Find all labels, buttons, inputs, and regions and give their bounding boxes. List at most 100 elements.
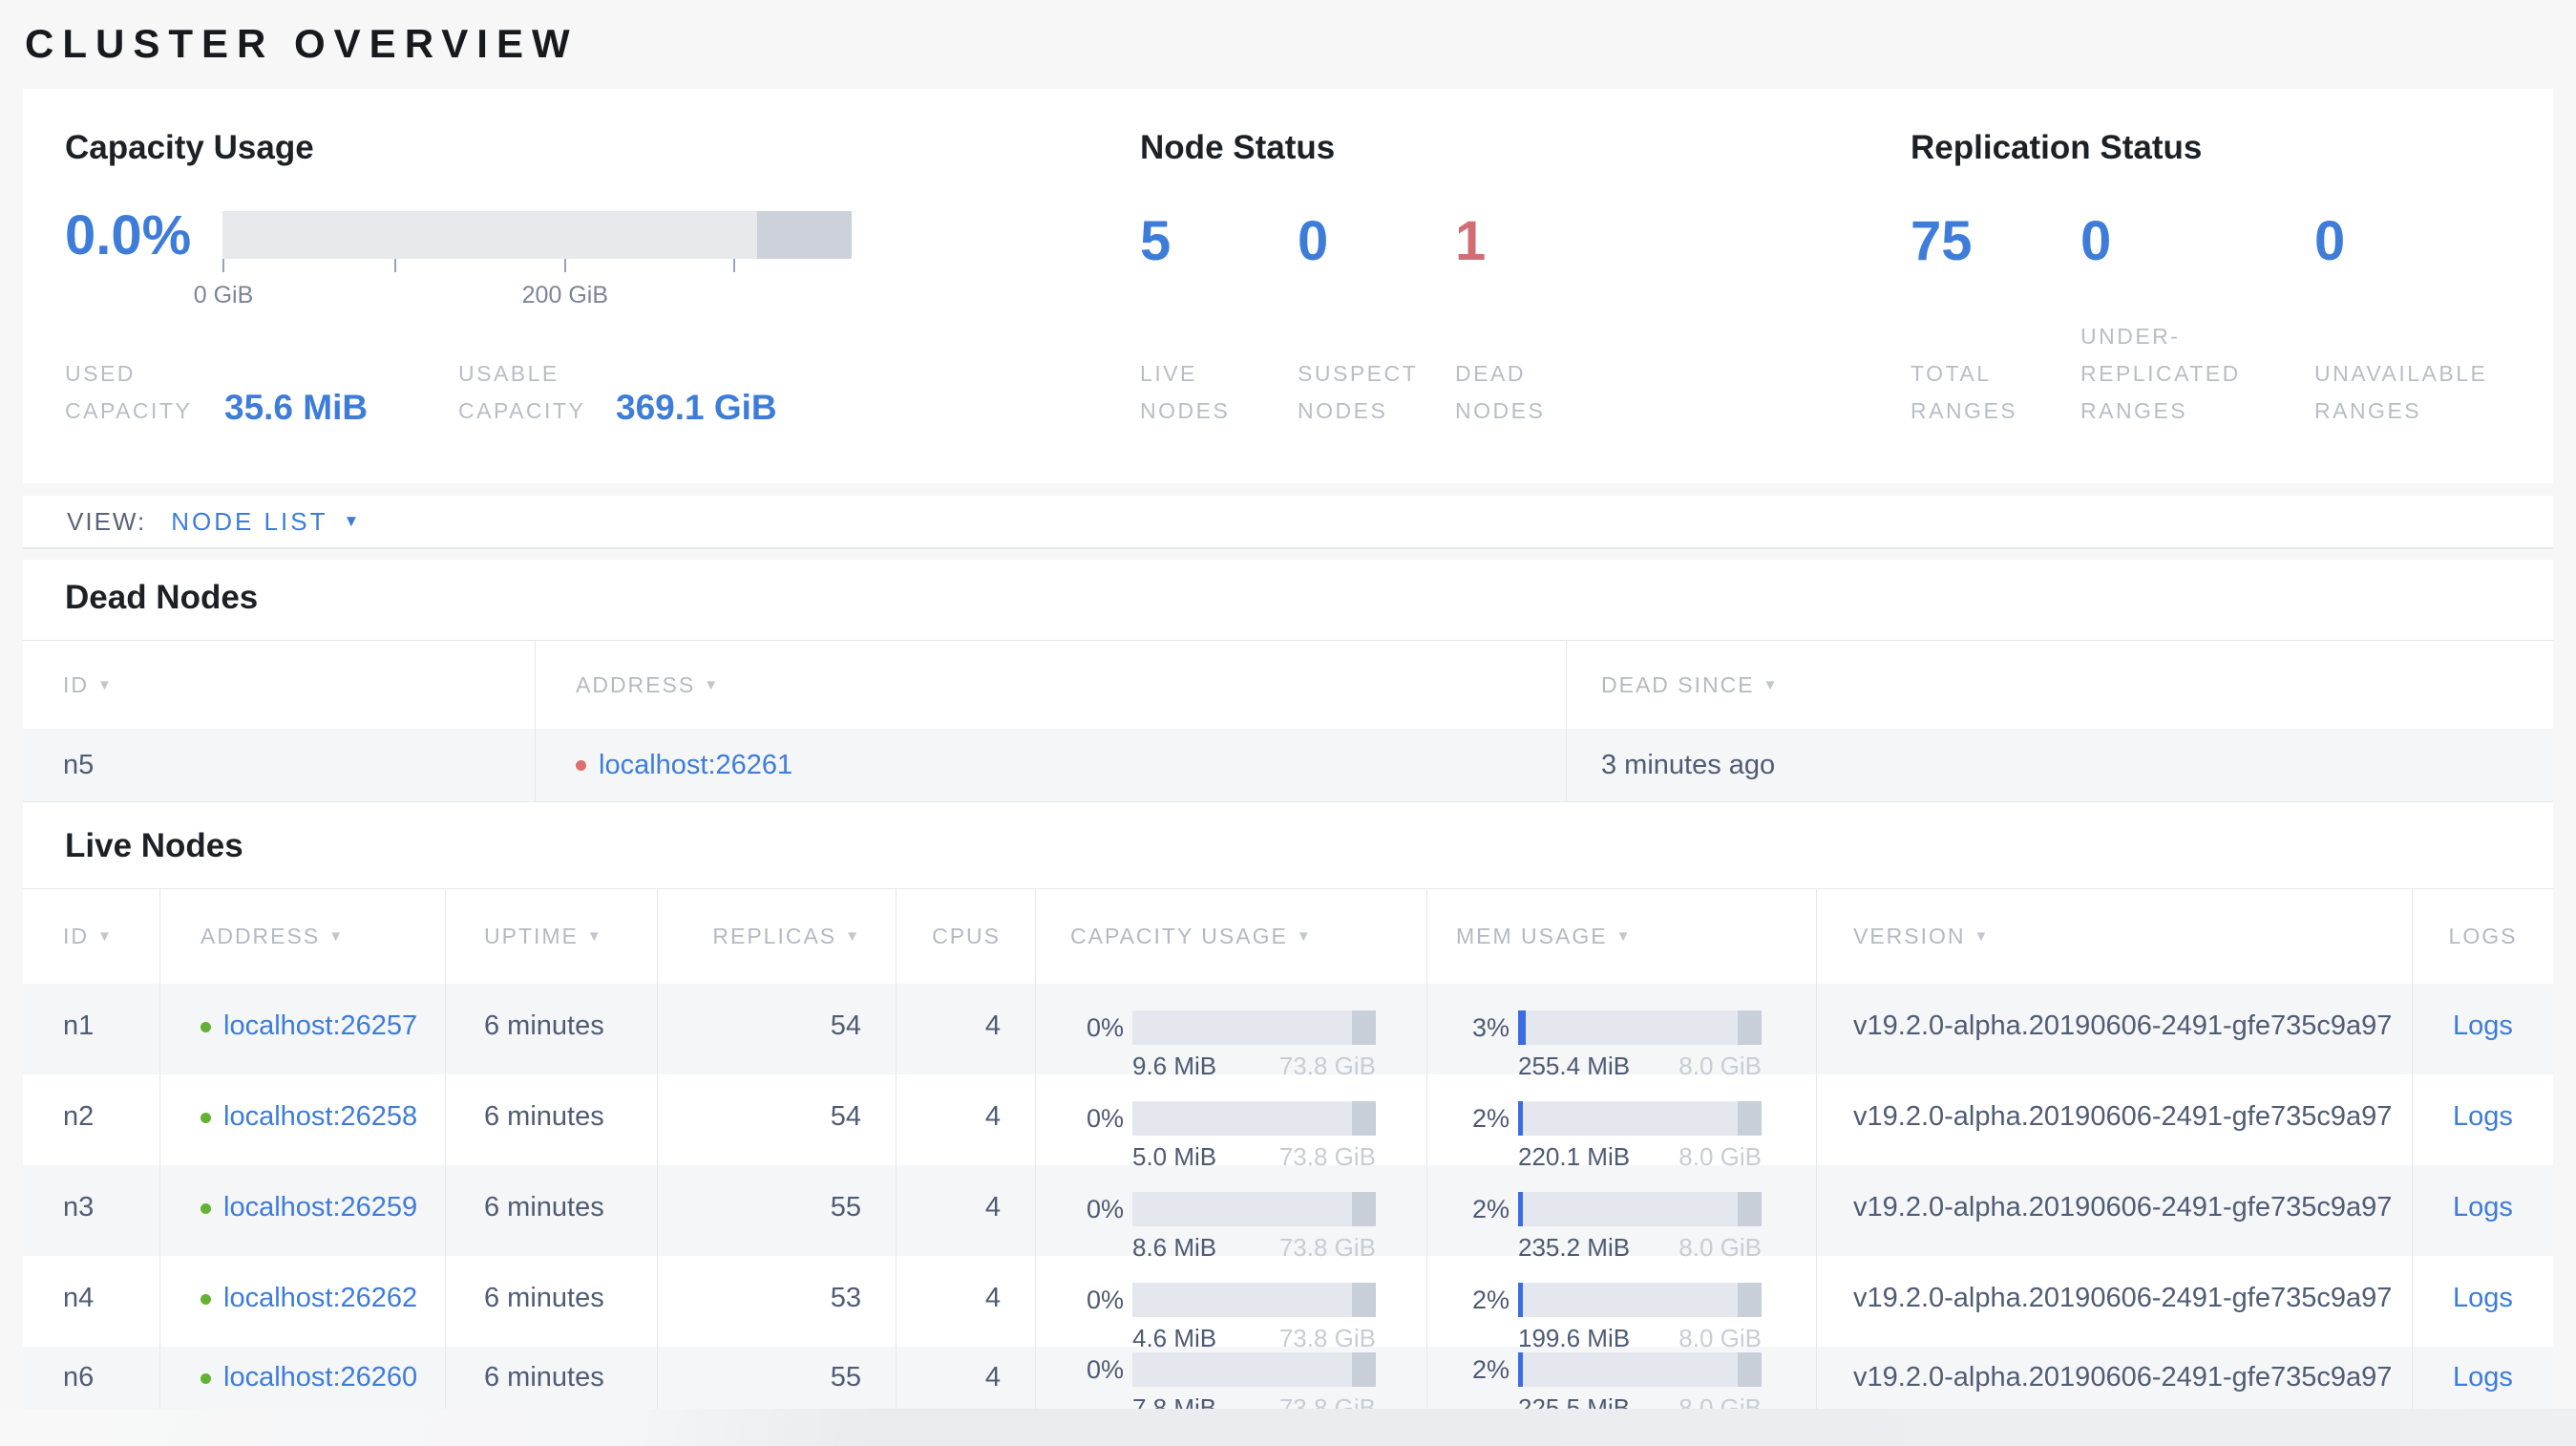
dead-col-header-id[interactable]: ID ▼	[63, 671, 114, 697]
used-capacity-value: 35.6 MiB	[224, 388, 369, 427]
live-nodes-metric: 5 LIVE NODES	[1140, 167, 1298, 430]
logs-link[interactable]: Logs	[2453, 1283, 2513, 1313]
usable-capacity-value: 369.1 GiB	[616, 388, 777, 427]
node-id: n4	[63, 1283, 95, 1313]
live-col-header-mem-usage[interactable]: MEM USAGE ▼	[1426, 889, 1816, 984]
capacity-usage-cell: 0% 7.8 MiB 73.8 GiB	[1035, 1347, 1426, 1422]
node-address-cell: localhost:26259	[159, 1165, 445, 1256]
live-status-dot-icon	[201, 1372, 211, 1384]
capacity-bar-other-segment	[757, 211, 852, 259]
node-cpus: 4	[896, 1165, 1035, 1256]
sort-arrow-icon: ▼	[328, 928, 346, 945]
unavailable-label: UNAVAILABLE RANGES	[2314, 361, 2488, 423]
capacity-usage-chart: 0 GiB 200 GiB	[194, 211, 852, 318]
under-replicated-label: UNDER-REPLICATED RANGES	[2080, 324, 2241, 423]
logs-cell: Logs	[2412, 1165, 2553, 1256]
live-col-header-version[interactable]: VERSION ▼	[1816, 889, 2412, 984]
chevron-down-icon: ▼	[343, 512, 360, 530]
live-nodes-count: 5	[1140, 210, 1172, 272]
node-address-link[interactable]: localhost:26262	[223, 1283, 418, 1313]
sort-arrow-icon: ▼	[1974, 928, 1991, 945]
table-row: n3 localhost:26259 6 minutes 55 4 0% 8.6…	[23, 1165, 2553, 1262]
view-dropdown[interactable]: NODE LIST ▼	[171, 507, 359, 537]
mem-mini-bar	[1518, 1352, 1762, 1387]
node-cpus: 4	[896, 1347, 1035, 1419]
live-col-header-capacity-usage[interactable]: CAPACITY USAGE ▼	[1035, 889, 1426, 984]
logs-link[interactable]: Logs	[2453, 1010, 2513, 1041]
axis-tick	[733, 259, 736, 272]
logs-link[interactable]: Logs	[2453, 1192, 2513, 1223]
logs-cell: Logs	[2412, 1074, 2553, 1165]
dead-nodes-table-header: ID ▼ ADDRESS ▼ DEAD SINCE ▼	[23, 640, 2553, 729]
node-address-cell: localhost:26262	[159, 1256, 445, 1347]
live-status-dot-icon	[201, 1021, 211, 1032]
nodes-tables-card: Dead Nodes ID ▼ ADDRESS ▼ DEAD SINCE ▼ n5 l…	[23, 560, 2553, 1422]
node-version: v19.2.0-alpha.20190606-2491-gfe735c9a97	[1816, 1074, 2412, 1165]
node-address-cell: localhost:26260	[159, 1347, 445, 1419]
live-col-header-address[interactable]: ADDRESS ▼	[159, 889, 445, 984]
capacity-mini-bar	[1132, 1192, 1376, 1226]
node-address-cell: localhost:26257	[159, 984, 445, 1074]
dead-nodes-count: 1	[1455, 210, 1487, 272]
live-col-header-id[interactable]: ID ▼	[63, 924, 114, 948]
capacity-percent-value: 0.0%	[65, 204, 192, 266]
live-status-dot-icon	[201, 1293, 211, 1305]
dead-nodes-heading: Dead Nodes	[65, 579, 259, 616]
axis-tick: 200 GiB	[522, 259, 608, 308]
sort-arrow-icon: ▼	[97, 676, 114, 693]
logs-cell: Logs	[2412, 1347, 2553, 1419]
capacity-usage-cell: 0% 5.0 MiB 73.8 GiB	[1035, 1074, 1426, 1171]
node-address-link[interactable]: localhost:26261	[599, 749, 793, 780]
logs-link[interactable]: Logs	[2453, 1362, 2513, 1393]
node-version: v19.2.0-alpha.20190606-2491-gfe735c9a97	[1816, 1256, 2412, 1347]
node-cpus: 4	[896, 1256, 1035, 1347]
live-col-header-uptime[interactable]: UPTIME ▼	[445, 889, 657, 984]
sort-arrow-icon: ▼	[586, 928, 603, 945]
sort-arrow-icon: ▼	[704, 676, 721, 693]
node-id: n1	[63, 1010, 95, 1041]
under-replicated-ranges-metric: 0 UNDER-REPLICATED RANGES	[2080, 167, 2314, 430]
node-cpus: 4	[896, 1074, 1035, 1165]
node-address-link[interactable]: localhost:26260	[223, 1362, 418, 1393]
mem-usage-cell: 2% 199.6 MiB 8.0 GiB	[1426, 1256, 1816, 1352]
mem-mini-bar	[1518, 1283, 1762, 1317]
node-address-link[interactable]: localhost:26257	[223, 1010, 418, 1041]
dead-col-header-dead-since[interactable]: DEAD SINCE ▼	[1566, 641, 2553, 729]
logs-cell: Logs	[2412, 984, 2553, 1074]
capacity-mini-bar	[1132, 1352, 1376, 1387]
mem-mini-bar	[1518, 1192, 1762, 1226]
capacity-usage-cell: 0% 4.6 MiB 73.8 GiB	[1035, 1256, 1426, 1352]
node-version: v19.2.0-alpha.20190606-2491-gfe735c9a97	[1816, 1347, 2412, 1419]
sort-arrow-icon: ▼	[845, 928, 861, 945]
node-replicas: 55	[657, 1347, 896, 1419]
used-capacity-label: USED CAPACITY	[65, 361, 193, 423]
table-row: n6 localhost:26260 6 minutes 55 4 0% 7.8…	[23, 1347, 2553, 1422]
node-id: n6	[63, 1362, 95, 1393]
live-col-header-replicas[interactable]: REPLICAS ▼	[657, 889, 896, 984]
node-address-link[interactable]: localhost:26258	[223, 1101, 418, 1132]
live-nodes-table-header: ID ▼ ADDRESS ▼ UPTIME ▼ REPLICAS ▼ CPUS CAPA…	[23, 888, 2553, 984]
mem-usage-cell: 2% 220.1 MiB 8.0 GiB	[1426, 1074, 1816, 1171]
capacity-axis: 0 GiB 200 GiB	[194, 259, 852, 318]
node-replicas: 53	[657, 1256, 896, 1347]
view-dropdown-value: NODE LIST	[171, 506, 328, 536]
mem-usage-cell: 2% 235.2 MiB 8.0 GiB	[1426, 1165, 1816, 1262]
node-replicas: 55	[657, 1165, 896, 1256]
dead-col-header-address[interactable]: ADDRESS ▼	[535, 641, 1566, 729]
logs-link[interactable]: Logs	[2453, 1101, 2513, 1132]
dead-status-dot-icon	[576, 759, 586, 771]
node-address-link[interactable]: localhost:26259	[223, 1192, 418, 1223]
table-row: n2 localhost:26258 6 minutes 54 4 0% 5.0…	[23, 1074, 2553, 1171]
live-col-header-cpus[interactable]: CPUS	[896, 889, 1035, 984]
node-replicas: 54	[657, 1074, 896, 1165]
live-nodes-label: LIVE NODES	[1140, 361, 1231, 423]
dead-nodes-metric: 1 DEAD NODES	[1455, 167, 1613, 430]
view-selector-bar: VIEW: NODE LIST ▼	[23, 496, 2553, 549]
suspect-nodes-metric: 0 SUSPECT NODES	[1298, 167, 1455, 430]
replication-status-heading: Replication Status	[1911, 129, 2203, 166]
axis-tick	[393, 259, 396, 272]
total-ranges-metric: 75 TOTAL RANGES	[1911, 167, 2080, 430]
node-uptime: 6 minutes	[445, 1165, 657, 1256]
node-uptime: 6 minutes	[445, 984, 657, 1074]
